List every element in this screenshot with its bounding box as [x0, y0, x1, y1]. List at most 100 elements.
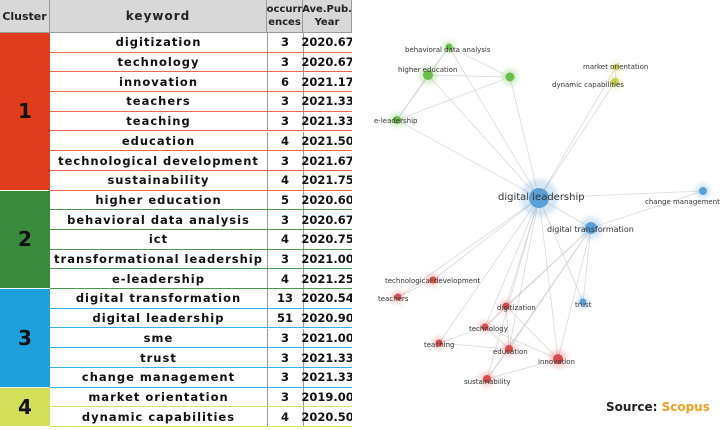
network-node-label: behavioral data analysis [405, 46, 491, 54]
table-row: digital transformation 13 2020.54 [50, 289, 354, 309]
network-node-label: trust [575, 301, 592, 309]
network-node-su[interactable] [483, 375, 491, 383]
network-edge [486, 358, 559, 380]
network-edge [486, 197, 540, 380]
table-row: higher education 5 2020.60 [50, 190, 354, 211]
network-edge [448, 46, 540, 199]
network-node-td[interactable] [429, 276, 437, 284]
network-node-dg[interactable] [502, 302, 510, 310]
header-cluster: Cluster [0, 0, 50, 33]
year-cell: 2021.33 [301, 370, 354, 385]
keyword-cell: digital leadership [50, 308, 268, 328]
network-node-el[interactable] [393, 116, 401, 124]
network-edge [438, 197, 540, 344]
network-node-mo[interactable] [613, 64, 619, 70]
network-edge [590, 190, 704, 229]
network-node-in[interactable] [553, 354, 563, 364]
network-edge [484, 227, 592, 328]
occurrences-cell: 4 [267, 131, 304, 151]
occurrences-cell: 4 [267, 407, 304, 426]
network-node-label: market orientation [583, 63, 648, 71]
network-edge [582, 227, 592, 303]
network-svg: digital leadership digital transformation… [374, 40, 720, 387]
network-node-label: digital leadership [498, 192, 585, 203]
keyword-cell: digitization [50, 33, 268, 52]
year-cell: 2021.25 [301, 271, 354, 286]
occurrences-cell: 51 [267, 308, 304, 328]
network-edge [448, 46, 511, 78]
header-occurrences-line1: occurr [266, 4, 303, 15]
table-row: transformational leadership 3 2021.00 [50, 249, 354, 270]
year-cell: 2020.50 [301, 409, 354, 424]
network-edge [538, 81, 616, 199]
occurrences-cell: 3 [267, 249, 304, 269]
table-row: e-leadership 4 2021.25 [50, 269, 354, 290]
network-node-label: change management [645, 198, 720, 206]
network-node-ed[interactable] [505, 345, 513, 353]
keyword-cell: technology [50, 52, 268, 72]
network-node-dl[interactable] [529, 188, 549, 208]
network-node-dc[interactable] [611, 78, 619, 86]
network-node-label: technological development [385, 277, 480, 285]
occurrences-cell: 6 [267, 72, 304, 92]
network-node-label: education [493, 348, 528, 356]
keyword-cell: teachers [50, 92, 268, 111]
network-node-label: teaching [424, 341, 454, 349]
network-node-tg[interactable] [435, 339, 443, 347]
occurrences-cell: 3 [267, 111, 304, 131]
header-occurrences: occurr ences [267, 0, 303, 33]
keyword-cell: dynamic capabilities [50, 407, 268, 426]
keyword-cell: market orientation [50, 387, 268, 407]
network-edge [557, 227, 592, 360]
network-edge [427, 74, 540, 199]
occurrences-cell: 4 [267, 170, 304, 190]
keyword-cell: transformational leadership [50, 249, 268, 269]
table-row: digital leadership 51 2020.90 [50, 308, 354, 329]
table-row: digitization 3 2020.67 [50, 33, 354, 53]
table-row: education 4 2021.50 [50, 131, 354, 152]
occurrences-cell: 3 [267, 348, 304, 367]
occurrences-cell: 3 [267, 52, 304, 72]
network-edge [508, 227, 592, 350]
table-row: change management 3 2021.33 [50, 367, 354, 388]
keyword-cell: higher education [50, 190, 268, 210]
occurrences-cell: 3 [267, 92, 304, 111]
header-occurrences-line2: ences [268, 17, 301, 28]
keyword-cell: teaching [50, 111, 268, 131]
network-node-label: innovation [538, 358, 575, 366]
source-name: Scopus [661, 400, 710, 414]
table-row: innovation 6 2021.17 [50, 72, 354, 93]
occurrences-cell: 3 [267, 33, 304, 52]
network-nodes: digital leadership digital transformation… [374, 40, 720, 387]
header-year-line2: Year [314, 17, 340, 28]
keyword-table: Cluster keyword occurr ences Ave.Pub. Year… [0, 0, 354, 427]
year-cell: 2020.67 [301, 55, 354, 70]
year-cell: 2019.00 [301, 389, 354, 404]
network-node-he[interactable] [423, 70, 433, 80]
network-node-tc[interactable] [394, 293, 402, 301]
keyword-cell: technological development [50, 151, 268, 170]
network-node-bda[interactable] [445, 43, 453, 51]
table-row: trust 3 2021.33 [50, 348, 354, 368]
network-node-label: e-leadership [374, 117, 418, 125]
year-cell: 2021.17 [301, 74, 354, 89]
table-row: sme 3 2021.00 [50, 328, 354, 349]
keyword-cell: ict [50, 230, 268, 249]
year-cell: 2021.00 [301, 252, 354, 267]
table-row: teaching 3 2021.33 [50, 111, 354, 132]
network-node-dt[interactable] [585, 222, 597, 234]
cluster-label: 1 [0, 33, 50, 191]
network-node-cm[interactable] [699, 187, 707, 195]
network-node-label: teachers [378, 295, 409, 303]
keyword-cell: change management [50, 367, 268, 387]
keyword-cell: digital transformation [50, 289, 268, 308]
keyword-cell: e-leadership [50, 269, 268, 289]
year-cell: 2021.50 [301, 133, 354, 148]
year-cell: 2021.00 [301, 330, 354, 345]
network-node-tr[interactable] [579, 298, 587, 306]
network-node-ict[interactable] [505, 72, 515, 82]
header-year: Ave.Pub. Year [302, 0, 352, 33]
table-row: sustainability 4 2021.75 [50, 170, 354, 191]
network-node-te[interactable] [481, 323, 489, 331]
keyword-cell: innovation [50, 72, 268, 92]
